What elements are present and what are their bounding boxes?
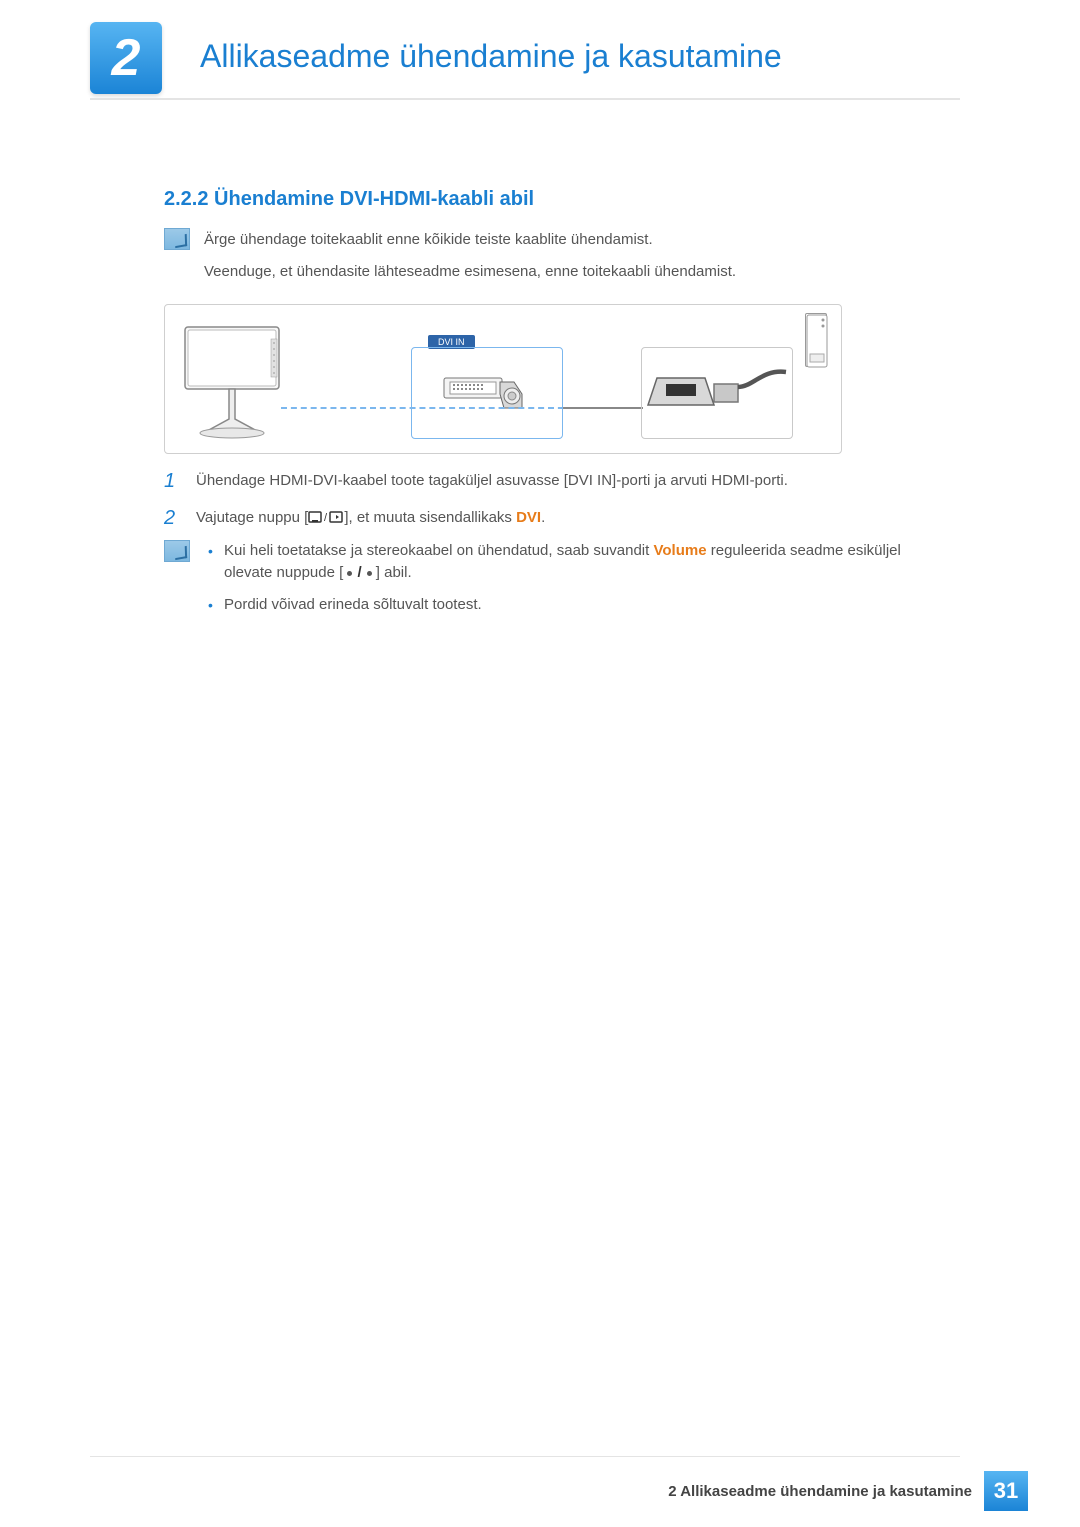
- step2-before: Vajutage nuppu [: [196, 509, 308, 526]
- svg-text:/: /: [324, 512, 328, 524]
- section-heading: 2.2.2 Ühendamine DVI-HDMI-kaabli abil: [164, 188, 534, 211]
- b1-before: Kui heli toetatakse ja stereokaabel on ü…: [224, 542, 653, 559]
- step-number: 2: [164, 507, 182, 530]
- step-item: 2 Vajutage nuppu [ / ], et muuta sisendall…: [164, 507, 934, 530]
- monitor-icon: [179, 321, 299, 441]
- note-text: Ärge ühendage toitekaablit enne kõikide …: [204, 228, 736, 284]
- note-bullet-item: Kui heli toetatakse ja stereokaabel on ü…: [204, 540, 934, 584]
- step-text: Vajutage nuppu [ / ], et muuta sisendallik…: [196, 507, 545, 530]
- volume-buttons-icon: /: [347, 562, 371, 584]
- note-block-bottom: Kui heli toetatakse ja stereokaabel on ü…: [164, 540, 934, 626]
- note-bullet-list: Kui heli toetatakse ja stereokaabel on ü…: [204, 540, 934, 626]
- cable-solid-line: [563, 407, 643, 409]
- note-bullet-item: Pordid võivad erineda sõltuvalt tootest.: [204, 594, 934, 616]
- page-number-box: 31: [984, 1471, 1028, 1511]
- page-footer: 2 Allikaseadme ühendamine ja kasutamine …: [668, 1471, 1028, 1511]
- step-item: 1 Ühendage HDMI-DVI-kaabel toote tagakül…: [164, 470, 934, 493]
- footer-text: 2 Allikaseadme ühendamine ja kasutamine: [668, 1483, 972, 1500]
- pc-tower-icon: [805, 313, 827, 367]
- step2-after: .: [541, 509, 545, 526]
- note-line-1: Ärge ühendage toitekaablit enne kõikide …: [204, 228, 736, 252]
- b1-after: ] abil.: [372, 564, 412, 581]
- step-text: Ühendage HDMI-DVI-kaabel toote tagakülje…: [196, 470, 788, 493]
- note-icon: [164, 540, 190, 562]
- note-line-2: Veenduge, et ühendasite lähteseadme esim…: [204, 260, 736, 284]
- hdmi-connector-box: [641, 347, 793, 439]
- note-icon: [164, 228, 190, 250]
- page-number: 31: [994, 1478, 1018, 1504]
- dvi-connector-box: [411, 347, 563, 439]
- hdmi-plug-icon: [642, 357, 792, 429]
- footer-rule: [90, 1456, 960, 1457]
- b1-keyword: Volume: [653, 542, 706, 559]
- connection-diagram: DVI IN: [164, 304, 842, 454]
- step2-mid: ], et muuta sisendallikaks: [344, 509, 516, 526]
- chapter-badge: 2: [90, 22, 162, 94]
- chapter-number: 2: [112, 28, 141, 88]
- section-number: 2.2.2: [164, 188, 208, 210]
- steps-list: 1 Ühendage HDMI-DVI-kaabel toote tagakül…: [164, 470, 934, 544]
- step-number: 1: [164, 470, 182, 493]
- title-rule: [90, 98, 960, 100]
- section-title: Ühendamine DVI-HDMI-kaabli abil: [214, 188, 534, 210]
- step2-keyword: DVI: [516, 509, 541, 526]
- source-button-icon: /: [308, 507, 344, 529]
- note-block-top: Ärge ühendage toitekaablit enne kõikide …: [164, 228, 934, 284]
- chapter-title: Allikaseadme ühendamine ja kasutamine: [200, 38, 782, 75]
